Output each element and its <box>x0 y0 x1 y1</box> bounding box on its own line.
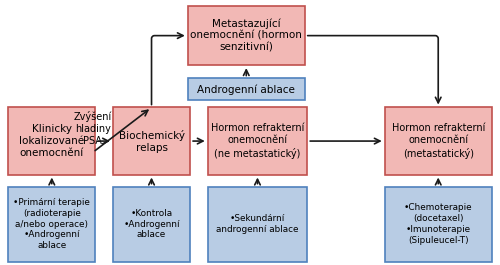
Text: •Kontrola
•Androgenní
ablace: •Kontrola •Androgenní ablace <box>124 209 180 239</box>
FancyBboxPatch shape <box>188 6 305 65</box>
Text: Androgenní ablace: Androgenní ablace <box>198 84 295 95</box>
FancyBboxPatch shape <box>113 187 190 262</box>
FancyBboxPatch shape <box>8 107 96 175</box>
FancyBboxPatch shape <box>8 187 96 262</box>
FancyBboxPatch shape <box>208 107 308 175</box>
Text: •Primární terapie
(radioterapie
a/nebo operace)
•Androgenní
ablace: •Primární terapie (radioterapie a/nebo o… <box>14 198 90 250</box>
Text: •Chemoterapie
(docetaxel)
•Imunoterapie
(Sipuleucel-T): •Chemoterapie (docetaxel) •Imunoterapie … <box>404 204 472 245</box>
Text: Hormon refrakterní
onemocnění
(metastatický): Hormon refrakterní onemocnění (metastati… <box>392 123 485 159</box>
FancyBboxPatch shape <box>113 107 190 175</box>
FancyBboxPatch shape <box>384 187 492 262</box>
Text: Metastazující
onemocnění (hormon
senzitivní): Metastazující onemocnění (hormon senziti… <box>190 18 302 53</box>
Text: •Sekundární
androgenní ablace: •Sekundární androgenní ablace <box>216 214 298 234</box>
Text: Hormon refrakterní
onemocnění
(ne metastatický): Hormon refrakterní onemocnění (ne metast… <box>211 123 304 159</box>
Text: Klinicky
lokalizované
onemocnění: Klinicky lokalizované onemocnění <box>19 124 84 158</box>
FancyBboxPatch shape <box>188 78 305 100</box>
Text: Zvýšení
hladiny
PSA: Zvýšení hladiny PSA <box>74 111 112 145</box>
FancyBboxPatch shape <box>208 187 308 262</box>
FancyBboxPatch shape <box>384 107 492 175</box>
Text: Biochemický
relaps: Biochemický relaps <box>118 130 184 153</box>
